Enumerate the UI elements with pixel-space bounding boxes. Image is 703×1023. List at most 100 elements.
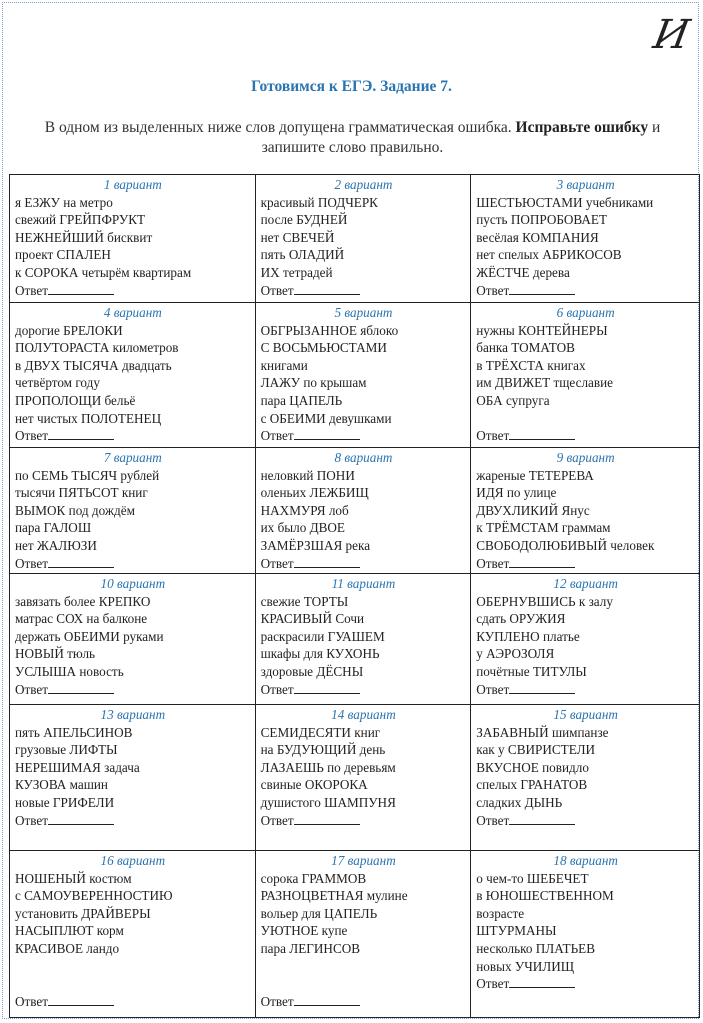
variant-line: НЕРЕШИМАЯ задача <box>15 759 140 775</box>
variant-line: нужны КОНТЕЙНЕРЫ <box>476 322 608 338</box>
variant-cell: 4 вариант дорогие БРЕЛОКИ ПОЛУТОРАСТА кило… <box>9 302 256 448</box>
variant-line: ШТУРМАНЫ <box>476 923 557 939</box>
answer-label: Ответ <box>15 282 49 298</box>
answer-blank[interactable] <box>293 282 360 295</box>
variant-line: нет чистых ПОЛОТЕНЕЦ <box>15 410 162 426</box>
variant-line: новые ГРИФЕЛИ <box>15 794 115 810</box>
variant-line: тысячи ПЯТЬСОТ книг <box>15 485 148 501</box>
variant-line: в ДВУХ ТЫСЯЧА двадцать <box>15 357 172 373</box>
answer-blank[interactable] <box>509 681 576 694</box>
variant-cell: 13 вариант пять АПЕЛЬСИНОВ грузовые ЛИФТЫ Н… <box>9 704 256 851</box>
answer-blank[interactable] <box>509 282 576 295</box>
variant-line: НАСЫПЛЮТ корм <box>15 923 124 939</box>
variant-line: с САМОУВЕРЕННОСТИЮ <box>15 888 173 904</box>
table-row: 10 вариант завязать более КРЕПКО матрас СО… <box>9 573 700 705</box>
variant-line: по СЕМЬ ТЫСЯЧ рублей <box>15 467 160 483</box>
variant-title: 8 вариант <box>334 450 393 465</box>
variant-line: оленьих ЛЕЖБИЩ <box>260 485 369 501</box>
answer-row: Ответ <box>15 555 251 573</box>
table-row: 4 вариант дорогие БРЕЛОКИ ПОЛУТОРАСТА кило… <box>9 302 700 448</box>
variant-line: спелых ГРАНАТОВ <box>476 777 588 793</box>
answer-blank[interactable] <box>48 282 115 295</box>
answer-row: Ответ <box>261 427 467 445</box>
answer-blank[interactable] <box>48 812 115 825</box>
variant-line: здоровые ДЁСНЫ <box>260 663 364 679</box>
variant-cell: 2 вариант красивый ПОДЧЕРК после БУДНЕЙ нет… <box>254 174 472 303</box>
variant-title: 6 вариант <box>556 305 615 320</box>
answer-label: Ответ <box>15 428 49 444</box>
variant-line: ДВУХЛИКИЙ Янус <box>476 502 590 518</box>
answer-blank[interactable] <box>293 812 360 825</box>
variant-line: в ТРЁХСТА книгах <box>476 357 586 373</box>
page-title: Готовимся к ЕГЭ. Задание 7. <box>251 78 452 95</box>
variant-line: СЕМИДЕСЯТИ книг <box>260 724 381 740</box>
variant-line: ИДЯ по улице <box>476 485 557 501</box>
answer-row: Ответ <box>15 993 251 1011</box>
answer-blank[interactable] <box>48 555 115 568</box>
answer-label: Ответ <box>15 993 49 1009</box>
variant-line: КУПЛЕНО платье <box>476 628 580 644</box>
variant-title: 10 вариант <box>100 576 166 591</box>
variant-title: 13 вариант <box>100 707 166 722</box>
answer-blank[interactable] <box>509 555 576 568</box>
answer-row: Ответ <box>476 282 695 300</box>
answer-blank[interactable] <box>509 975 576 989</box>
variant-line: шкафы для КУХОНЬ <box>260 646 380 662</box>
table-row: 7 вариант по СЕМЬ ТЫСЯЧ рублей тысячи ПЯТЬ… <box>9 447 700 574</box>
variant-line: ПОЛУТОРАСТА километров <box>15 340 179 356</box>
variant-title: 14 вариант <box>331 707 396 722</box>
variant-cell: 15 вариант ЗАБАВНЫЙ шимпанзе как у СВИРИСТ… <box>470 704 700 851</box>
answer-label: Ответ <box>15 555 49 571</box>
variant-line: УЮТНОЕ купе <box>260 923 348 939</box>
variant-line: ОБА супруга <box>476 392 550 408</box>
variant-line: КРАСИВОЕ ландо <box>15 940 120 956</box>
variant-line: их было ДВОЕ <box>260 520 345 536</box>
variant-cell: 5 вариант ОБГРЫЗАННОЕ яблоко С ВОСЬМЬЮСТАМ… <box>254 302 472 448</box>
answer-blank[interactable] <box>293 555 360 568</box>
answer-label: Ответ <box>260 812 294 828</box>
variant-line: пусть ПОПРОБОВАЕТ <box>476 212 608 228</box>
answer-blank[interactable] <box>293 427 360 441</box>
variant-line: ЗАМЁРЗШАЯ река <box>260 537 371 553</box>
variant-title: 12 вариант <box>553 576 618 591</box>
variant-line: им ДВИЖЕТ тщеславие <box>476 375 614 391</box>
variant-line: грузовые ЛИФТЫ <box>15 742 118 758</box>
variant-line: проект СПАЛЕН <box>15 247 111 263</box>
answer-row: Ответ <box>476 812 695 830</box>
variant-line: красивый ПОДЧЕРК <box>260 194 378 210</box>
variant-line: держать ОБЕИМИ руками <box>15 628 164 644</box>
variant-cell: 9 вариант жареные ТЕТЕРЕВА ИДЯ по улице ДВУ… <box>470 447 700 574</box>
variant-line: жареные ТЕТЕРЕВА <box>476 467 594 483</box>
variant-title: 3 вариант <box>556 177 615 192</box>
answer-blank[interactable] <box>509 812 576 825</box>
answer-row: Ответ <box>15 812 251 830</box>
variant-line: установить ДРАЙВЕРЫ <box>15 905 151 921</box>
answer-row: Ответ <box>261 812 467 830</box>
answer-label: Ответ <box>260 555 294 571</box>
variant-line: с ОБЕИМИ девушками <box>260 410 392 426</box>
answer-row: Ответ <box>261 282 467 300</box>
variants-table: 1 вариант я ЕЗЖУ на метро свежий ГРЕЙПФРУК… <box>9 174 700 1018</box>
answer-blank[interactable] <box>509 427 576 441</box>
variant-line: книгами <box>260 357 308 373</box>
variant-title: 7 вариант <box>103 450 162 465</box>
answer-blank[interactable] <box>48 681 115 694</box>
variant-line: ВКУСНОЕ повидло <box>476 759 589 775</box>
variant-line: СВОБОДОЛЮБИВЫЙ человек <box>476 537 655 553</box>
variant-line: раскрасили ГУАШЕМ <box>260 628 385 644</box>
variant-title: 11 вариант <box>331 576 396 591</box>
variant-cell: 12 вариант ОБЕРНУВШИСЬ к залу сдать ОРУЖИЯ… <box>470 573 700 705</box>
variant-line: свежий ГРЕЙПФРУКТ <box>15 212 146 228</box>
variant-title: 2 вариант <box>334 177 393 192</box>
answer-blank[interactable] <box>48 993 115 1006</box>
variant-cell: 16 вариант НОШЕНЫЙ костюм с САМОУВЕРЕННОСТ… <box>9 850 256 1018</box>
variant-title: 5 вариант <box>334 305 393 320</box>
variant-line: я ЕЗЖУ на метро <box>15 194 113 210</box>
answer-blank[interactable] <box>48 427 115 441</box>
answer-blank[interactable] <box>293 993 360 1006</box>
variant-line: С ВОСЬМЬЮСТАМИ <box>260 340 387 356</box>
variant-line: НЕЖНЕЙШИЙ бисквит <box>15 229 153 245</box>
variant-line: возрасте <box>476 905 525 921</box>
answer-row: Ответ <box>15 681 251 699</box>
answer-blank[interactable] <box>293 681 360 694</box>
